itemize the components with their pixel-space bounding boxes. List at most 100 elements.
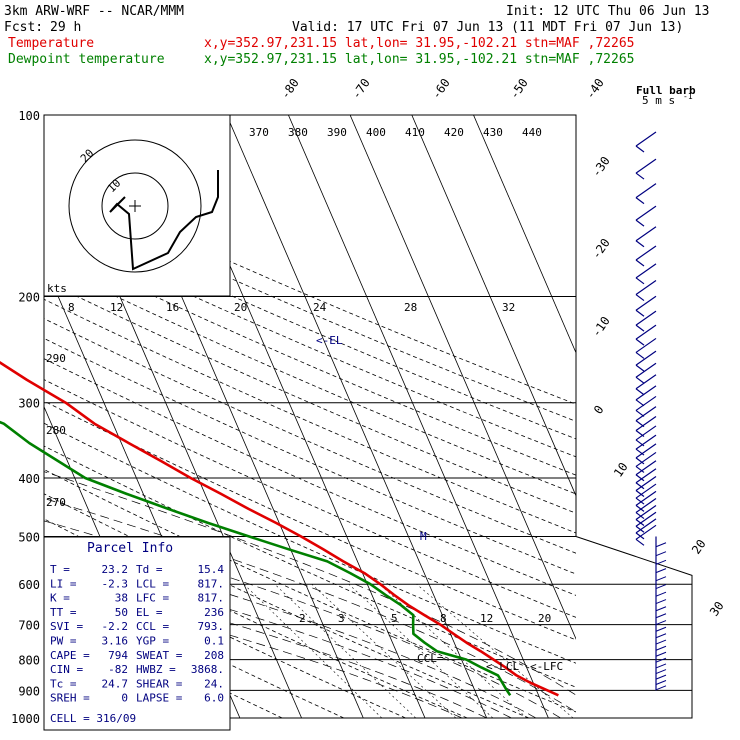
wind-barb-flag [635, 172, 645, 180]
wind-barb [635, 451, 657, 467]
hodograph-speed-label: 28 [404, 301, 417, 314]
wind-barb [635, 205, 657, 221]
parcel-info-cell: Td = [136, 563, 163, 576]
moist-adiabat [44, 471, 576, 696]
wind-barb [635, 406, 657, 422]
wind-barb-flag [635, 512, 645, 520]
pressure-tick-label: 100 [18, 109, 40, 123]
wind-barb [635, 476, 657, 492]
wind-barb-flag [635, 364, 645, 372]
temperature-tick-label: -60 [429, 76, 453, 102]
wind-barb [635, 362, 657, 378]
wind-barb [635, 295, 657, 311]
hodograph-speed-label: 32 [502, 301, 515, 314]
wind-barb [655, 651, 667, 657]
full-barb-exponent: -1 [683, 92, 693, 101]
wind-barb [635, 498, 657, 514]
wind-barb [635, 350, 657, 366]
parcel-info-cell: 15.4 [198, 563, 225, 576]
wind-barb [655, 576, 667, 582]
ccl-annotation: CCL= [417, 652, 444, 665]
wind-barb [635, 490, 657, 506]
wind-barb-flag [635, 465, 645, 473]
temperature-tick-label: 20 [689, 537, 709, 557]
wind-barb [635, 263, 657, 279]
dry-adiabat [44, 209, 576, 440]
init-time: Init: 12 UTC Thu 06 Jun 13 [506, 4, 710, 19]
temperature-tick-label: 30 [707, 599, 727, 619]
hodograph-speed-label: 16 [166, 301, 179, 314]
mixing-ratio-label: 5 [391, 612, 398, 625]
parcel-info-cell: 24. [204, 677, 224, 690]
theta-label: 400 [366, 126, 386, 139]
wind-barb-flag [635, 277, 645, 285]
mixing-ratio-line [274, 584, 416, 718]
parcel-info-cell: 38 [115, 592, 128, 605]
parcel-info-cell: 794 [108, 649, 128, 662]
dewpoint-legend: Dewpoint temperature [8, 52, 165, 67]
theta-label: 380 [288, 126, 308, 139]
wind-barb-flag [635, 448, 645, 456]
theta-side-label: 270 [46, 496, 66, 509]
wind-barb [635, 226, 657, 242]
wind-barb [635, 158, 657, 174]
parcel-info-panel: Parcel Info T = 23.2 Td = 15.4 LI = -2.3 LCL =… [43, 536, 231, 731]
wind-barb [635, 434, 657, 450]
full-barb-label: Full barb [636, 84, 696, 97]
parcel-info-cell: 6.0 [204, 692, 224, 705]
wind-barb-flag [635, 490, 645, 497]
wind-barb-flag [635, 504, 645, 512]
pressure-tick-label: 900 [18, 684, 40, 698]
forecast-label: Fcst: [4, 20, 43, 35]
temperature-tick-label: 0 [591, 403, 607, 417]
mixing-ratio-label: 20 [538, 612, 551, 625]
wind-barb-flag [635, 219, 645, 227]
wind-barb [655, 680, 667, 685]
hodograph-trace [109, 170, 219, 271]
wind-barb [635, 245, 657, 261]
parcel-info-cell: CAPE = [50, 649, 90, 662]
temperature-tick-label: -20 [589, 236, 613, 262]
pressure-tick-label: 800 [18, 654, 40, 668]
wind-barb-flag [635, 388, 645, 396]
parcel-info-cell: SREH = [50, 692, 90, 705]
parcel-info-cell: 817. [198, 577, 225, 590]
hodograph-speed-label: 24 [313, 301, 327, 314]
theta-label: 440 [522, 126, 542, 139]
parcel-info-cell: 0 [121, 692, 128, 705]
wind-barb [635, 310, 657, 326]
parcel-info-cell: 236 [204, 606, 224, 619]
wind-barb [655, 620, 667, 626]
wind-barb [635, 511, 657, 527]
parcel-info-cell: LAPSE = [136, 692, 183, 705]
wind-barb [635, 524, 657, 540]
valid-time: Valid: 17 UTC Fri 07 Jun 13 (11 MDT Fri … [292, 20, 683, 35]
marker-annotation: M [420, 530, 427, 543]
wind-barb [635, 374, 657, 390]
dry-adiabat [44, 261, 576, 495]
parcel-info-cell: 0.1 [204, 635, 224, 648]
isotherm [411, 115, 576, 497]
temperature-tick-label: -70 [349, 76, 373, 102]
moist-adiabat [44, 520, 561, 718]
dry-adiabat [44, 358, 576, 596]
wind-barb [635, 395, 657, 411]
parcel-info-cell: T = [50, 563, 70, 576]
wind-barb-flag [635, 197, 645, 205]
wind-barb-flag [635, 351, 645, 359]
wind-barb-flag [635, 399, 645, 407]
pressure-tick-label: 600 [18, 578, 40, 592]
full-barb-unit: 5 m s [642, 94, 675, 107]
temperature-tick-label: -50 [507, 76, 531, 102]
wind-barb [635, 385, 657, 401]
wind-barb [655, 626, 667, 632]
forecast-hours: 29 h [50, 20, 81, 35]
wind-barb-flag [635, 474, 645, 482]
temperature-profile [0, 361, 559, 697]
wind-barb [635, 324, 657, 340]
parcel-info-cell: 208 [204, 649, 224, 662]
wind-barb [655, 663, 667, 669]
isotherm [473, 115, 576, 354]
wind-barb [635, 415, 657, 431]
